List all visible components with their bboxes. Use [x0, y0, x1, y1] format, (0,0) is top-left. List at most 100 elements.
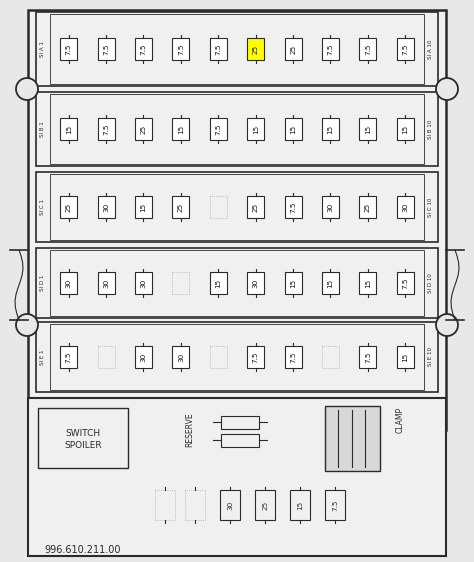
- Text: SI D 10: SI D 10: [428, 273, 434, 293]
- Text: 15: 15: [365, 278, 371, 288]
- Text: RESERVE: RESERVE: [185, 413, 194, 447]
- Text: 15: 15: [253, 124, 259, 134]
- Bar: [359, 346, 376, 368]
- Text: 15: 15: [328, 278, 334, 288]
- Text: 25: 25: [365, 202, 371, 212]
- Text: 15: 15: [66, 124, 72, 134]
- Text: 15: 15: [290, 124, 296, 134]
- Bar: [220, 490, 240, 520]
- Bar: [284, 346, 301, 368]
- Text: 15: 15: [140, 202, 146, 212]
- Bar: [284, 196, 301, 218]
- Text: 15: 15: [328, 124, 334, 134]
- Bar: [60, 346, 77, 368]
- Bar: [247, 196, 264, 218]
- Text: 7.5: 7.5: [328, 43, 334, 55]
- Bar: [98, 272, 115, 294]
- Bar: [36, 12, 438, 86]
- Text: 25: 25: [262, 500, 268, 510]
- Text: 25: 25: [140, 124, 146, 134]
- Text: 30: 30: [66, 278, 72, 288]
- Bar: [173, 38, 190, 60]
- Bar: [397, 38, 414, 60]
- Text: SI A 1: SI A 1: [40, 41, 46, 57]
- Bar: [322, 346, 339, 368]
- Text: 30: 30: [328, 202, 334, 212]
- Circle shape: [16, 78, 38, 100]
- Text: 30: 30: [253, 278, 259, 288]
- Text: 996.610.211.00: 996.610.211.00: [45, 545, 121, 555]
- Bar: [322, 272, 339, 294]
- Text: CLAMP: CLAMP: [395, 407, 404, 433]
- Text: 7.5: 7.5: [66, 43, 72, 55]
- Text: 25: 25: [253, 202, 259, 212]
- Text: 15: 15: [402, 124, 408, 134]
- Bar: [98, 118, 115, 140]
- Text: SI B 10: SI B 10: [428, 119, 434, 139]
- Bar: [135, 272, 152, 294]
- Bar: [325, 406, 380, 471]
- Bar: [173, 346, 190, 368]
- Bar: [397, 118, 414, 140]
- Bar: [290, 490, 310, 520]
- Bar: [173, 196, 190, 218]
- Bar: [50, 250, 424, 316]
- Text: SI E 1: SI E 1: [40, 349, 46, 365]
- Text: 7.5: 7.5: [140, 43, 146, 55]
- Text: 25: 25: [253, 44, 259, 53]
- Text: 30: 30: [103, 278, 109, 288]
- Bar: [322, 118, 339, 140]
- Bar: [60, 38, 77, 60]
- Bar: [397, 196, 414, 218]
- Bar: [28, 398, 446, 556]
- Bar: [135, 118, 152, 140]
- Text: 25: 25: [66, 202, 72, 212]
- Text: 7.5: 7.5: [103, 43, 109, 55]
- Bar: [135, 38, 152, 60]
- Bar: [210, 38, 227, 60]
- Text: SI A 10: SI A 10: [428, 39, 434, 58]
- Text: 7.5: 7.5: [290, 351, 296, 362]
- Text: 15: 15: [297, 500, 303, 510]
- Bar: [210, 118, 227, 140]
- Text: 30: 30: [140, 352, 146, 361]
- Bar: [210, 196, 227, 218]
- Bar: [98, 38, 115, 60]
- Bar: [359, 118, 376, 140]
- Text: 7.5: 7.5: [66, 351, 72, 362]
- Bar: [247, 346, 264, 368]
- Bar: [359, 196, 376, 218]
- Text: 30: 30: [227, 500, 233, 510]
- Text: 15: 15: [290, 278, 296, 288]
- Text: SI E 10: SI E 10: [428, 347, 434, 366]
- Text: 30: 30: [103, 202, 109, 212]
- Circle shape: [16, 314, 38, 336]
- Bar: [210, 272, 227, 294]
- Bar: [210, 346, 227, 368]
- Bar: [284, 118, 301, 140]
- Text: SPOILER: SPOILER: [64, 441, 102, 450]
- Bar: [28, 10, 446, 430]
- Text: 7.5: 7.5: [253, 351, 259, 362]
- Bar: [155, 490, 175, 520]
- Bar: [50, 14, 424, 84]
- Text: 30: 30: [402, 202, 408, 212]
- Text: 30: 30: [140, 278, 146, 288]
- Bar: [322, 38, 339, 60]
- Bar: [36, 92, 438, 166]
- Text: 7.5: 7.5: [178, 43, 184, 55]
- Text: SI C 1: SI C 1: [40, 199, 46, 215]
- Bar: [38, 408, 128, 468]
- Bar: [247, 38, 264, 60]
- Bar: [60, 118, 77, 140]
- Bar: [98, 196, 115, 218]
- Bar: [173, 118, 190, 140]
- Bar: [221, 415, 259, 428]
- Text: 25: 25: [290, 44, 296, 53]
- Text: SI B 1: SI B 1: [40, 121, 46, 137]
- Bar: [36, 248, 438, 318]
- Text: SI C 10: SI C 10: [428, 197, 434, 217]
- Text: 7.5: 7.5: [215, 123, 221, 135]
- Circle shape: [436, 78, 458, 100]
- Bar: [247, 272, 264, 294]
